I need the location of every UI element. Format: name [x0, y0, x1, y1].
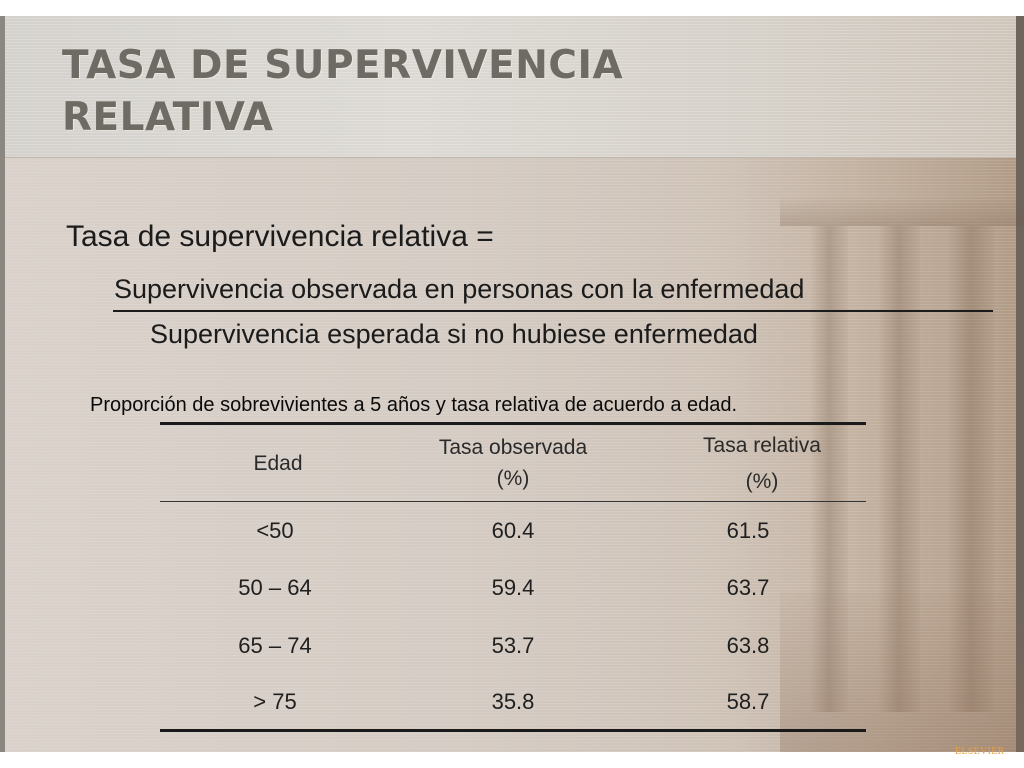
table-caption: Proporción de sobrevivientes a 5 años y … — [90, 394, 738, 416]
fraction-bar — [113, 310, 993, 312]
cell-edad: <50 — [256, 518, 294, 543]
table-row: 50 – 64 59.4 63.7 — [160, 568, 866, 608]
publisher-logo-text: ELSEVIER — [955, 746, 1005, 757]
formula-lead: Tasa de supervivencia relativa = — [66, 220, 494, 253]
table-bottom-rule — [160, 729, 866, 732]
title-band — [0, 16, 1024, 158]
formula-denominator: Supervivencia esperada si no hubiese enf… — [150, 319, 758, 349]
header-tasa-relativa-label: Tasa relativa — [703, 434, 821, 457]
table-header-rule — [160, 501, 866, 502]
background-column — [810, 226, 848, 712]
header-tasa-relativa: Tasa relativa (%) — [647, 430, 877, 497]
header-tasa-observada-unit: (%) — [496, 467, 530, 490]
table-row: <50 60.4 61.5 — [160, 511, 866, 551]
table-row: 65 – 74 53.7 63.8 — [160, 626, 866, 666]
background-arch — [780, 196, 1024, 226]
slide: TASA DE SUPERVIVENCIA RELATIVA Tasa de s… — [0, 16, 1024, 752]
slide-title: TASA DE SUPERVIVENCIA RELATIVA — [62, 40, 822, 144]
header-edad-label: Edad — [253, 452, 303, 475]
cell-edad: 65 – 74 — [238, 633, 312, 658]
slide-title-line-1: TASA DE SUPERVIVENCIA — [62, 43, 624, 88]
table-top-rule — [160, 422, 866, 425]
slide-left-edge — [0, 16, 5, 752]
cell-relativa: 58.7 — [726, 689, 770, 714]
header-edad: Edad — [198, 448, 358, 479]
cell-relativa: 63.7 — [726, 575, 770, 600]
background-column — [878, 226, 920, 712]
background-column — [948, 226, 994, 712]
header-tasa-relativa-unit: (%) — [745, 470, 779, 493]
background-base — [780, 592, 1024, 752]
slide-title-line-2: RELATIVA — [62, 95, 274, 140]
background-columns-image — [780, 166, 1024, 752]
formula-numerator: Supervivencia observada en personas con … — [114, 274, 805, 304]
cell-observada: 59.4 — [491, 575, 535, 600]
cell-edad: > 75 — [253, 689, 297, 714]
cell-edad: 50 – 64 — [238, 575, 312, 600]
cell-relativa: 61.5 — [726, 518, 770, 543]
header-tasa-observada-label: Tasa observada — [438, 436, 588, 459]
cell-observada: 35.8 — [491, 689, 535, 714]
header-tasa-observada: Tasa observada (%) — [403, 432, 623, 494]
table-row: > 75 35.8 58.7 — [160, 682, 866, 722]
slide-right-edge — [1016, 16, 1024, 752]
cell-observada: 60.4 — [491, 518, 535, 543]
cell-relativa: 63.8 — [726, 633, 770, 658]
cell-observada: 53.7 — [491, 633, 535, 658]
